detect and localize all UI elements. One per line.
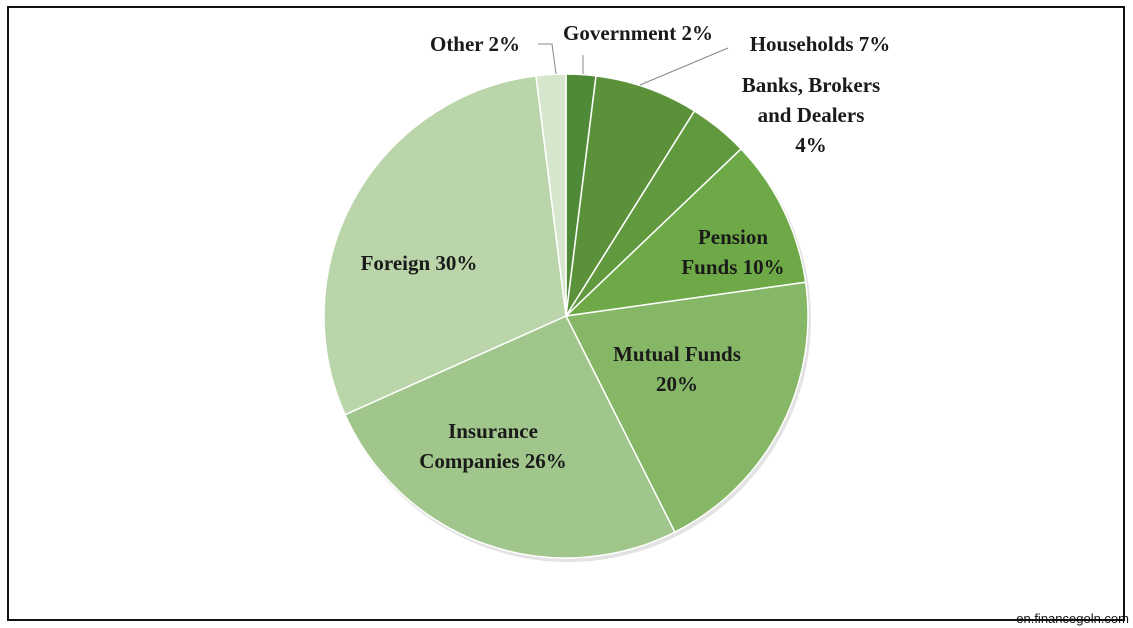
pie-slice-pension-funds (563, 147, 807, 318)
slice-label-pension-funds: Pension Funds 10% (681, 225, 784, 279)
slice-label-government: Government 2% (563, 21, 713, 45)
source-credit: en.financegoln.com (1016, 611, 1129, 626)
pie-slice-households (565, 75, 696, 317)
leader-line-other (538, 43, 557, 75)
chart-frame (7, 6, 1125, 621)
pie-slice-foreign (323, 75, 567, 416)
pie-slice-mutual-funds (564, 281, 809, 534)
leader-line-households (639, 47, 729, 86)
slice-label-mutual-funds: Mutual Funds 20% (613, 342, 741, 396)
slice-label-foreign: Foreign 30% (361, 251, 478, 275)
pie-slice-other (535, 73, 567, 317)
slice-label-other: Other 2% (430, 32, 520, 56)
slice-label-banks-brokers-and-dealers: Banks, Brokers and Dealers 4% (742, 73, 880, 157)
slice-label-households: Households 7% (750, 32, 891, 56)
slice-label-insurance-companies: Insurance Companies 26% (419, 419, 567, 473)
pie-slice-insurance-companies (344, 315, 676, 559)
